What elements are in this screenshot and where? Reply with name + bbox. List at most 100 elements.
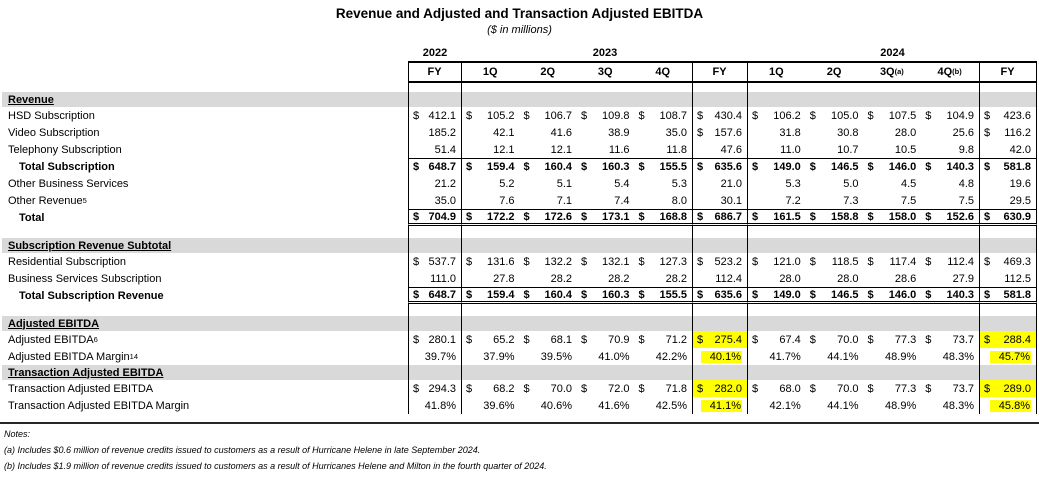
dollar-sign: $ (697, 382, 704, 395)
dollar-sign: $ (867, 382, 874, 395)
cell-value: 105.2 (486, 109, 515, 122)
cell-value: 146.0 (888, 288, 917, 301)
column-header: FY (692, 63, 748, 83)
data-cell: 11.0 (748, 141, 806, 158)
data-cell: 39.6% (462, 397, 520, 414)
data-cell: $104.9 (921, 107, 979, 124)
cell-value: 39.6% (483, 399, 515, 412)
cell-value: 7.2 (785, 194, 801, 207)
spacer-cell (692, 304, 748, 316)
page-subtitle: ($ in millions) (487, 24, 552, 36)
dollar-sign: $ (413, 333, 420, 346)
cell-value: 127.3 (659, 255, 687, 268)
dollar-sign: $ (523, 255, 530, 268)
data-cell: 27.8 (462, 270, 520, 287)
cell-value: 132.1 (601, 255, 630, 268)
data-cell: 7.2 (748, 192, 806, 209)
cell-value: 294.3 (428, 382, 456, 395)
dollar-sign: $ (466, 333, 473, 346)
section-cell (634, 92, 692, 107)
cell-value: 73.7 (952, 333, 974, 346)
spacer-cell (921, 304, 979, 316)
data-cell: $68.0 (748, 380, 806, 397)
year-label: 2022 (408, 46, 462, 63)
row-label: Transaction Adjusted EBITDA Margin (8, 399, 190, 412)
section-cell (408, 92, 462, 107)
table-row: Total Subscription $648.7 $159.4 $160.4 $160… (2, 158, 1037, 175)
data-cell: 10.7 (806, 141, 864, 158)
section-cell (692, 238, 748, 253)
data-cell: $704.9 (408, 209, 462, 226)
section-cell (462, 316, 520, 331)
cell-value: 77.3 (894, 333, 917, 346)
cell-value: 146.5 (830, 161, 859, 173)
spacer-cell (979, 83, 1037, 92)
dollar-sign: $ (638, 255, 645, 268)
section-cell (863, 316, 922, 331)
cell-value: 10.7 (837, 143, 859, 156)
data-cell: 5.3 (635, 175, 693, 192)
dollar-sign: $ (466, 210, 473, 223)
section-cell (748, 92, 806, 107)
cell-value: 288.4 (1003, 333, 1031, 346)
data-cell: $131.6 (462, 253, 520, 270)
data-cell: 41.1% (692, 397, 748, 414)
dollar-sign: $ (925, 288, 932, 301)
cell-value: 45.7% (989, 350, 1031, 363)
cell-value: 40.1% (700, 350, 742, 363)
cell-value: 39.5% (540, 350, 572, 363)
dollar-sign: $ (867, 255, 874, 268)
column-header-row: FY 1Q 2Q 3Q 4Q FY 1Q 2Q 3Q (a) 4Q (b) FY (2, 63, 1037, 83)
spacer-cell (806, 83, 864, 92)
note-line: (b) Includes $1.9 million of revenue cre… (4, 461, 547, 471)
cell-value: 30.8 (837, 126, 859, 139)
cell-value: 106.2 (773, 109, 801, 122)
section-cell (462, 365, 520, 380)
spacer-cell (408, 83, 462, 92)
data-cell: 112.5 (979, 270, 1037, 287)
data-cell: $117.4 (864, 253, 922, 270)
section-cell (577, 238, 635, 253)
section-header-row: Revenue (2, 92, 1037, 107)
spacer-cell (692, 83, 748, 92)
row-label: Business Services Subscription (8, 272, 162, 285)
data-cell: 111.0 (408, 270, 462, 287)
data-cell: $108.7 (635, 107, 693, 124)
spacer-cell (806, 226, 864, 238)
data-cell: 5.4 (577, 175, 635, 192)
section-cell (979, 92, 1037, 107)
cell-value: 40.6% (540, 399, 572, 412)
data-cell: $132.1 (577, 253, 635, 270)
dollar-sign: $ (638, 288, 645, 301)
data-cell: $146.5 (805, 158, 864, 175)
dollar-sign: $ (809, 109, 816, 122)
data-cell: $155.5 (634, 158, 692, 175)
cell-value: 118.5 (831, 255, 859, 268)
section-cell (863, 365, 922, 380)
cell-value: 37.9% (483, 350, 515, 363)
data-cell: $168.8 (634, 209, 692, 226)
data-cell: 38.9 (577, 124, 635, 141)
section-cell (979, 365, 1037, 380)
cell-value: 67.4 (779, 333, 801, 346)
spacer-cell (748, 226, 806, 238)
dollar-sign: $ (984, 333, 991, 346)
dollar-sign: $ (809, 161, 816, 173)
cell-value: 27.8 (493, 272, 515, 285)
data-cell: 7.5 (864, 192, 922, 209)
column-header: 2Q (519, 63, 577, 83)
table-row: Other Business Services 21.2 5.2 5.1 5.4 5.3 2… (2, 175, 1037, 192)
cell-value: 160.4 (544, 161, 572, 173)
section-header-row: Adjusted EBITDA (2, 316, 1037, 331)
table-row: Residential Subscription $537.7 $131.6 $132… (2, 253, 1037, 270)
data-cell: $152.6 (921, 209, 979, 226)
cell-value: 112.4 (715, 272, 742, 285)
cell-value: 70.0 (550, 382, 572, 395)
data-cell: $73.7 (921, 380, 979, 397)
cell-value: 581.8 (1003, 161, 1031, 173)
data-cell: 28.6 (864, 270, 922, 287)
dollar-sign: $ (466, 288, 473, 301)
cell-value: 152.6 (946, 210, 974, 223)
spacer-cell (921, 226, 979, 238)
cell-value: 4.8 (958, 177, 974, 190)
